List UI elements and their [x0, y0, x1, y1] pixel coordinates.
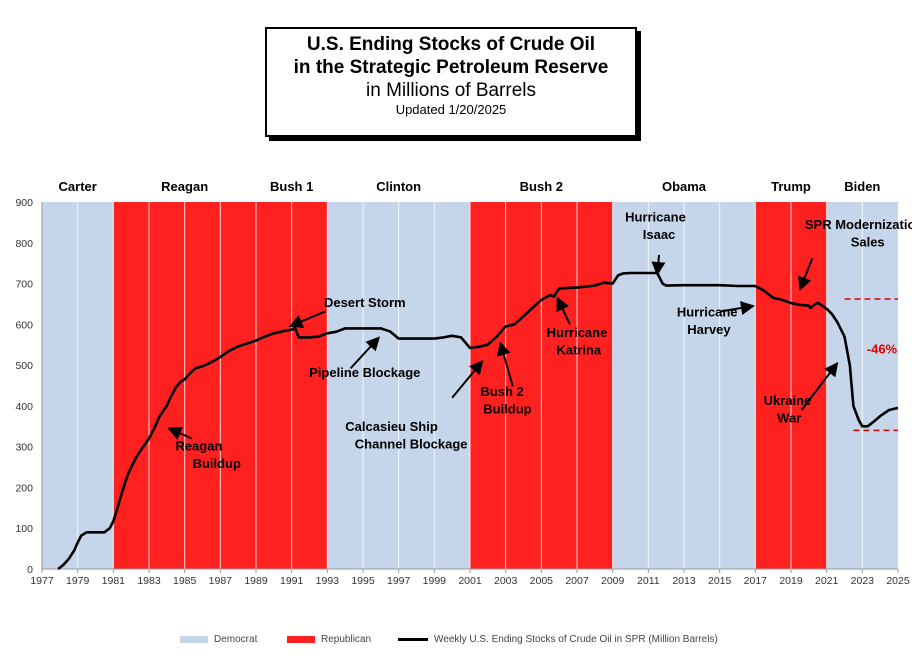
- legend-democrat: Democrat: [180, 634, 257, 645]
- y-tick-label: 800: [15, 238, 33, 250]
- presidency-bands: [42, 202, 898, 569]
- presidency-label: Bush 2: [520, 179, 563, 194]
- x-tick-label: 1989: [244, 575, 268, 587]
- y-tick-label: 100: [15, 523, 33, 535]
- annotation-arrow: [651, 254, 666, 276]
- annotation-arrow: [556, 296, 571, 325]
- presidency-label: Carter: [59, 179, 97, 194]
- annotation-label: Ukraine: [764, 393, 812, 408]
- annotation-label: Buildup: [193, 456, 241, 471]
- axes: 0 100 200 300 400 500 600 700 800 900 1977 1979 1981…: [15, 197, 909, 587]
- annotation-label: Channel Blockage: [355, 437, 468, 452]
- annotation-arrow: [288, 310, 326, 328]
- chart-title-box: U.S. Ending Stocks of Crude Oil in the S…: [265, 27, 637, 137]
- annotation-arrow: [497, 341, 514, 387]
- x-tick-label: 2001: [458, 575, 482, 587]
- spr-stocks-line: [57, 271, 899, 571]
- reference-lines: [844, 298, 898, 432]
- annotation-arrow: [167, 426, 193, 440]
- x-tick-label: 2007: [565, 575, 589, 587]
- legend-stocks: Weekly U.S. Ending Stocks of Crude Oil i…: [398, 634, 718, 645]
- annotation-arrow: [451, 359, 484, 399]
- x-tick-label: 1999: [423, 575, 447, 587]
- annotation-label: Hurricane: [625, 210, 686, 225]
- x-tick-label: 2009: [601, 575, 625, 587]
- x-tick-label: 1985: [173, 575, 197, 587]
- annotation-label: Hurricane: [547, 325, 608, 340]
- legend-republican-swatch: [287, 636, 315, 643]
- y-tick-label: 600: [15, 319, 33, 331]
- annotation-label: Hurricane: [677, 305, 738, 320]
- annotation-label: -46%: [867, 342, 898, 357]
- legend-republican-label: Republican: [321, 634, 372, 645]
- annotation-arrow: [721, 301, 755, 315]
- annotation-label: SPR Modernization: [805, 217, 912, 232]
- y-tick-label: 700: [15, 279, 33, 291]
- x-tick-label: 1983: [137, 575, 161, 587]
- series-layer: [57, 271, 899, 571]
- annotation-label: Pipeline Blockage: [309, 365, 420, 380]
- x-tick-label: 2003: [494, 575, 518, 587]
- presidency-label: Obama: [662, 179, 707, 194]
- annotation-label: Calcasieu Ship: [345, 419, 438, 434]
- legend-stocks-label: Weekly U.S. Ending Stocks of Crude Oil i…: [434, 634, 718, 645]
- presidency-label: Clinton: [376, 179, 421, 194]
- x-tick-label: 2011: [637, 575, 660, 587]
- x-tick-label: 2025: [886, 575, 910, 587]
- x-tick-label: 2013: [672, 575, 696, 587]
- annotation-arrow: [800, 361, 839, 411]
- legend-democrat-swatch: [180, 636, 208, 643]
- presidency-label: Trump: [771, 179, 811, 194]
- x-tick-label: 1987: [209, 575, 233, 587]
- x-tick-label: 1997: [387, 575, 411, 587]
- chart-title-line2: in the Strategic Petroleum Reserve: [293, 57, 609, 78]
- y-tick-label: 200: [15, 482, 33, 494]
- y-tick-label: 300: [15, 442, 33, 454]
- x-tick-label: 2005: [530, 575, 554, 587]
- annotation-label: Reagan: [175, 438, 222, 453]
- x-tick-label: 2015: [708, 575, 732, 587]
- annotation-label: Desert Storm: [324, 295, 406, 310]
- legend-stocks-line: [398, 638, 428, 641]
- annotation-arrow: [798, 257, 814, 291]
- annotations: Desert Storm Pipeline Blockage Calcasieu S…: [167, 210, 912, 471]
- x-tick-label: 2019: [779, 575, 803, 587]
- annotation-label: Bush 2: [480, 384, 523, 399]
- presidency-label: Bush 1: [270, 179, 313, 194]
- presidency-label: Biden: [844, 179, 880, 194]
- x-tick-label: 1979: [66, 575, 90, 587]
- y-tick-label: 900: [15, 197, 33, 209]
- presidency-labels: Carter Reagan Bush 1 Clinton Bush 2 Obama Trum…: [59, 179, 881, 194]
- y-tick-label: 0: [27, 564, 33, 576]
- x-tick-label: 2023: [851, 575, 875, 587]
- chart-title-line1: U.S. Ending Stocks of Crude Oil: [306, 34, 596, 55]
- annotation-label: War: [777, 411, 801, 426]
- legend-democrat-label: Democrat: [214, 634, 258, 645]
- y-tick-label: 400: [15, 401, 33, 413]
- y-tick-label: 500: [15, 360, 33, 372]
- presidency-label: Reagan: [161, 179, 208, 194]
- chart-subtitle: in Millions of Barrels: [366, 80, 536, 101]
- annotation-label: Harvey: [687, 322, 731, 337]
- x-tick-label: 2017: [744, 575, 768, 587]
- annotation-label: Isaac: [643, 227, 676, 242]
- annotation-arrow: [349, 336, 380, 370]
- x-tick-label: 1977: [30, 575, 54, 587]
- x-tick-label: 1993: [316, 575, 340, 587]
- annotation-label: Katrina: [556, 343, 602, 358]
- x-tick-label: 1991: [280, 575, 304, 587]
- legend-republican: Republican: [287, 634, 371, 645]
- x-tick-label: 2021: [815, 575, 839, 587]
- annotation-label: Buildup: [483, 402, 531, 417]
- annotation-label: Sales: [851, 234, 885, 249]
- x-tick-label: 1995: [351, 575, 375, 587]
- x-tick-label: 1981: [102, 575, 126, 587]
- updated-date: Updated 1/20/2025: [395, 102, 507, 117]
